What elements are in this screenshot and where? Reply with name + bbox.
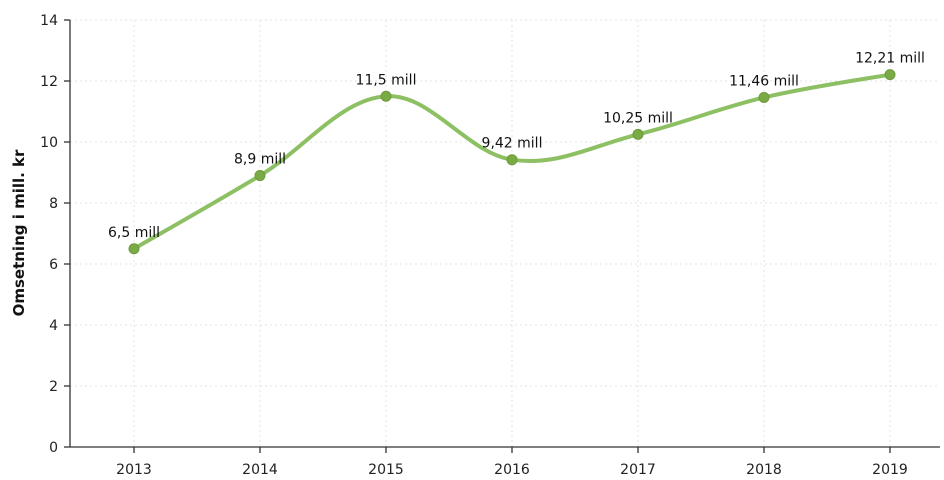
y-axis-label: Omsetning i mill. kr: [10, 149, 28, 316]
data-point: [506, 154, 518, 166]
y-tick-label: 6: [49, 257, 58, 273]
y-tick-label: 4: [49, 318, 58, 334]
y-tick-label: 12: [40, 74, 58, 90]
y-tick-label: 0: [49, 440, 58, 456]
y-tick-label: 10: [40, 135, 58, 151]
axes: [69, 20, 940, 448]
data-point: [380, 90, 392, 102]
y-tick-label: 14: [40, 13, 58, 29]
data-point: [884, 69, 896, 81]
data-label: 11,46 mill: [729, 73, 799, 89]
x-tick-labels: 2013 2014 2015 2016 2017 2018 2019: [116, 447, 908, 478]
grid-lines: [70, 19, 940, 447]
y-tick-labels: 0 2 4 6 8 10 12 14: [40, 13, 70, 456]
x-tick-label: 2018: [746, 462, 782, 478]
x-tick-label: 2016: [494, 462, 530, 478]
data-label: 10,25 mill: [603, 110, 673, 126]
data-labels: 6,5 mill 8,9 mill 11,5 mill 9,42 mill 10,25 …: [108, 51, 925, 241]
data-label: 9,42 mill: [482, 136, 543, 152]
x-tick-label: 2017: [620, 462, 656, 478]
y-tick-label: 2: [49, 379, 58, 395]
data-point: [254, 170, 266, 182]
data-point: [632, 128, 644, 140]
data-point: [758, 91, 770, 103]
data-point: [128, 243, 140, 255]
y-tick-label: 8: [49, 196, 58, 212]
x-tick-label: 2015: [368, 462, 404, 478]
x-tick-label: 2019: [872, 462, 908, 478]
data-label: 6,5 mill: [108, 225, 160, 241]
data-points: [128, 69, 896, 255]
data-label: 11,5 mill: [356, 72, 417, 88]
x-tick-label: 2013: [116, 462, 152, 478]
data-label: 12,21 mill: [855, 51, 925, 67]
x-tick-label: 2014: [242, 462, 278, 478]
data-label: 8,9 mill: [234, 152, 286, 168]
